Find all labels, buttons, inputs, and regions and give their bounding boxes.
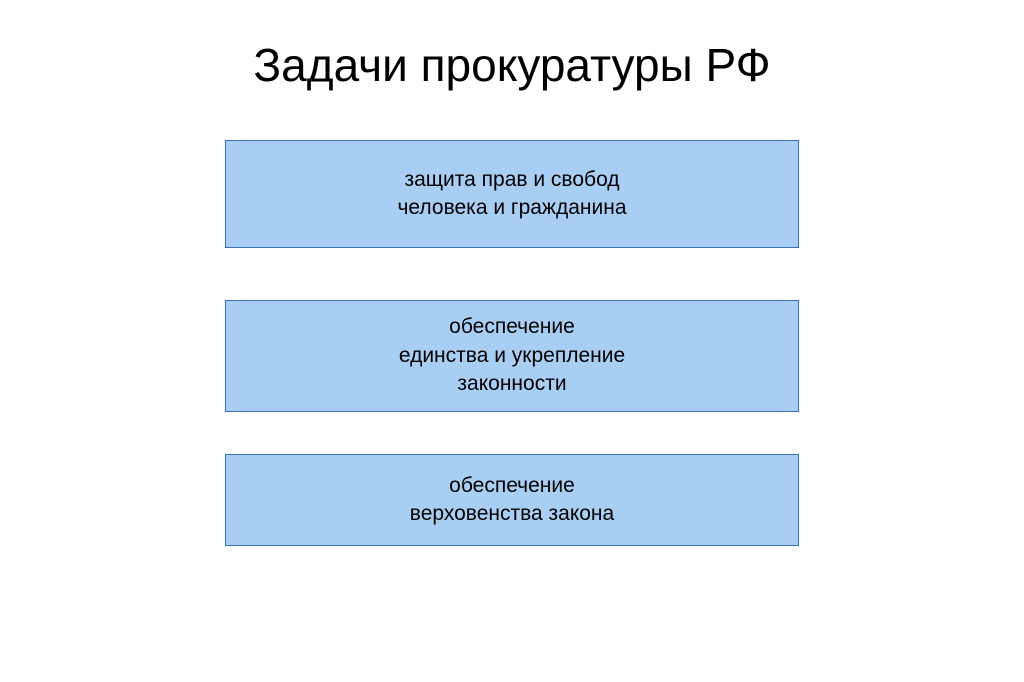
task-box-1-text: защита прав и свобод человека и граждани… xyxy=(397,166,626,223)
task-box-2-text: обеспечение единства и укрепление законн… xyxy=(399,313,625,398)
slide-title: Задачи прокуратуры РФ xyxy=(253,38,770,92)
task-box-2: обеспечение единства и укрепление законн… xyxy=(225,300,799,412)
task-box-3-text: обеспечение верховенства закона xyxy=(410,472,614,529)
task-box-3: обеспечение верховенства закона xyxy=(225,454,799,546)
task-box-1: защита прав и свобод человека и граждани… xyxy=(225,140,799,248)
slide-container: Задачи прокуратуры РФ защита прав и своб… xyxy=(0,0,1024,682)
